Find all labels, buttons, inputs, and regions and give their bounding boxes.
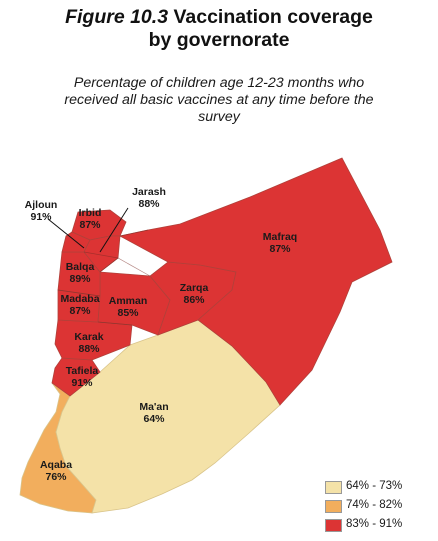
region-label-irbid: Irbid 87% [79,207,102,231]
region-label-mafraq: Mafraq 87% [263,231,297,255]
region-label-tafiela: Tafiela 91% [66,365,99,389]
figure-label: Figure 10.3 [65,6,169,28]
legend: 64% - 73% 74% - 82% 83% - 91% [325,479,435,536]
region-label-zarqa: Zarqa 86% [180,282,209,306]
internal-borders [57,229,151,326]
legend-swatch-mid [325,500,342,513]
legend-label-mid: 74% - 82% [346,499,403,511]
subtitle-line-1: Percentage of children age 12-23 months … [73,75,365,91]
region-label-amman: Amman 85% [109,295,148,319]
legend-item-high: 83% - 91% [325,517,435,536]
title-line-1: Figure 10.3 Vaccination coverage [0,6,438,29]
subtitle-line-3: survey [198,109,240,125]
region-mafraq [118,157,393,406]
legend-item-low: 64% - 73% [325,479,435,498]
figure-title: Figure 10.3 Vaccination coverage by gove… [0,6,438,52]
region-label-jarash: Jarash 88% [132,186,166,210]
subtitle-line-2: received all basic vaccines at any time … [64,92,374,108]
legend-swatch-low [325,481,342,494]
region-label-karak: Karak 88% [74,331,103,355]
legend-swatch-high [325,519,342,532]
region-label-aqaba: Aqaba 76% [40,459,72,483]
region-label-maan: Ma'an 64% [139,401,168,425]
leader-line-jarash [99,207,129,253]
leader-line-ajloun [47,218,85,249]
title-line-2: by governorate [148,29,290,51]
legend-item-mid: 74% - 82% [325,498,435,517]
legend-label-low: 64% - 73% [346,480,403,492]
legend-label-high: 83% - 91% [346,518,403,530]
region-label-madaba: Madaba 87% [60,293,99,317]
title-text-1: Vaccination coverage [173,6,373,28]
region-label-ajloun: Ajloun 91% [25,199,58,223]
region-label-balqa: Balqa 89% [66,261,95,285]
figure-subtitle: Percentage of children age 12-23 months … [10,75,428,126]
